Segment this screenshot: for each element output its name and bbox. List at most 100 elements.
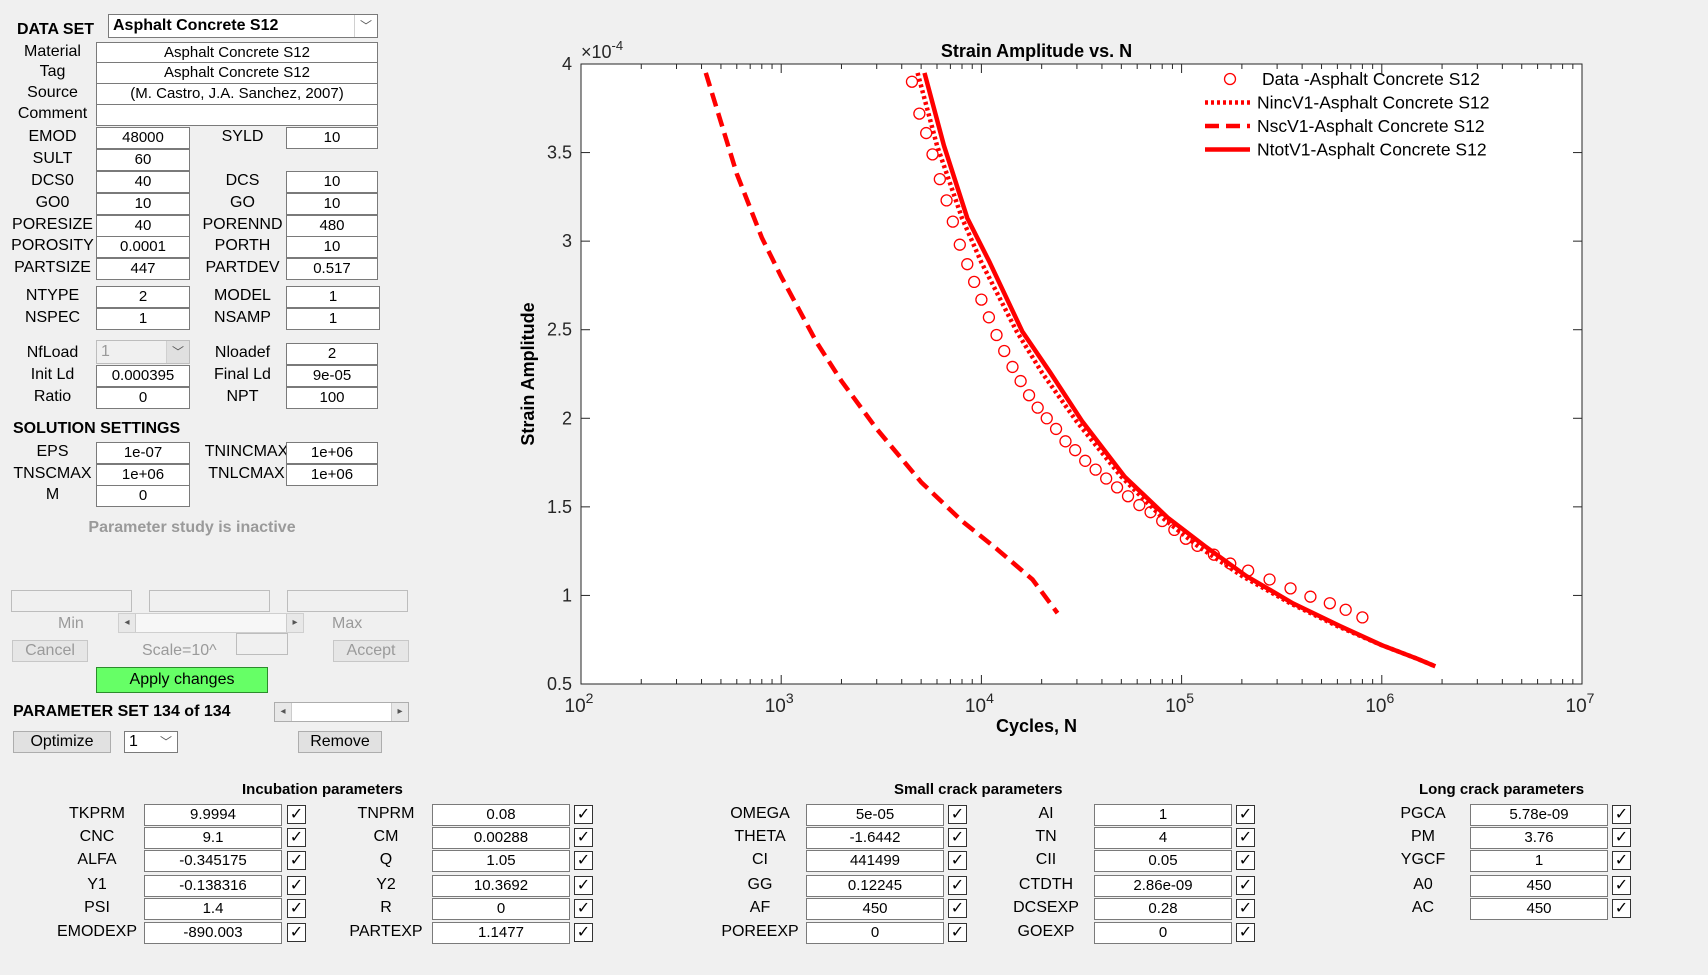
longcrack-param-field[interactable]: 5.78e-09 <box>1470 804 1608 826</box>
source-field[interactable]: (M. Castro, J.A. Sanchez, 2007) <box>96 83 378 105</box>
smallcrack-param-checkbox[interactable]: ✓ <box>948 851 967 870</box>
incubation-param-field[interactable]: 1.1477 <box>432 922 570 944</box>
smallcrack-param-label: CII <box>1035 851 1057 868</box>
incubation-param-field[interactable]: 0 <box>432 898 570 920</box>
dcs0-field[interactable]: 40 <box>96 171 190 193</box>
longcrack-param-field[interactable]: 1 <box>1470 850 1608 872</box>
longcrack-param-checkbox[interactable]: ✓ <box>1612 899 1631 918</box>
dataset-dropdown[interactable]: Asphalt Concrete S12 ﹀ <box>108 14 378 38</box>
smallcrack-param-checkbox[interactable]: ✓ <box>1236 899 1255 918</box>
incubation-param-checkbox[interactable]: ✓ <box>287 828 306 847</box>
partdev-field[interactable]: 0.517 <box>286 258 378 280</box>
optimize-dropdown[interactable]: 1 ﹀ <box>124 731 178 753</box>
incubation-param-checkbox[interactable]: ✓ <box>574 828 593 847</box>
remove-button[interactable]: Remove <box>298 731 382 753</box>
emod-field[interactable]: 48000 <box>96 127 190 149</box>
ntype-field[interactable]: 2 <box>96 286 190 308</box>
smallcrack-param-field[interactable]: 441499 <box>806 850 944 872</box>
smallcrack-param-checkbox[interactable]: ✓ <box>948 899 967 918</box>
incubation-param-checkbox[interactable]: ✓ <box>574 805 593 824</box>
smallcrack-param-checkbox[interactable]: ✓ <box>948 876 967 895</box>
incubation-param-field[interactable]: 0.00288 <box>432 827 570 849</box>
incubation-param-field[interactable]: 1.4 <box>144 898 282 920</box>
smallcrack-param-checkbox[interactable]: ✓ <box>948 828 967 847</box>
incubation-param-checkbox[interactable]: ✓ <box>287 923 306 942</box>
incubation-param-checkbox[interactable]: ✓ <box>574 851 593 870</box>
incubation-param-field[interactable]: 0.08 <box>432 804 570 826</box>
dcs-field[interactable]: 10 <box>286 171 378 193</box>
apply-changes-button[interactable]: Apply changes <box>96 667 268 693</box>
model-field[interactable]: 1 <box>286 286 380 308</box>
data-point <box>905 75 919 88</box>
tnscmax-field[interactable]: 1e+06 <box>96 464 190 486</box>
porennd-field[interactable]: 480 <box>286 215 378 237</box>
chevron-left-icon[interactable]: ◂ <box>275 703 292 721</box>
ratio-field[interactable]: 0 <box>96 387 190 409</box>
syld-field[interactable]: 10 <box>286 127 378 149</box>
smallcrack-param-field[interactable]: 1 <box>1094 804 1232 826</box>
smallcrack-param-field[interactable]: 5e-05 <box>806 804 944 826</box>
incubation-param-checkbox[interactable]: ✓ <box>574 899 593 918</box>
smallcrack-param-checkbox[interactable]: ✓ <box>1236 805 1255 824</box>
incubation-param-field[interactable]: -890.003 <box>144 922 282 944</box>
tnincmax-field[interactable]: 1e+06 <box>286 442 378 464</box>
longcrack-param-field[interactable]: 3.76 <box>1470 827 1608 849</box>
sult-field[interactable]: 60 <box>96 149 190 171</box>
longcrack-param-field[interactable]: 450 <box>1470 898 1608 920</box>
initld-field[interactable]: 0.000395 <box>96 365 190 387</box>
nloadef-field[interactable]: 2 <box>286 343 378 365</box>
go0-label: GO0 <box>35 194 70 211</box>
longcrack-param-checkbox[interactable]: ✓ <box>1612 851 1631 870</box>
material-field[interactable]: Asphalt Concrete S12 <box>96 42 378 64</box>
smallcrack-param-field[interactable]: 0.28 <box>1094 898 1232 920</box>
incubation-param-checkbox[interactable]: ✓ <box>574 923 593 942</box>
finalld-field[interactable]: 9e-05 <box>286 365 378 387</box>
smallcrack-param-checkbox[interactable]: ✓ <box>1236 876 1255 895</box>
smallcrack-param-field[interactable]: 0.12245 <box>806 875 944 897</box>
smallcrack-param-checkbox[interactable]: ✓ <box>1236 828 1255 847</box>
comment-field[interactable] <box>96 104 378 126</box>
longcrack-param-field[interactable]: 450 <box>1470 875 1608 897</box>
incubation-param-field[interactable]: 9.9994 <box>144 804 282 826</box>
porth-field[interactable]: 10 <box>286 236 378 258</box>
npt-field[interactable]: 100 <box>286 387 378 409</box>
incubation-param-field[interactable]: 9.1 <box>144 827 282 849</box>
longcrack-param-checkbox[interactable]: ✓ <box>1612 828 1631 847</box>
incubation-param-field[interactable]: 1.05 <box>432 850 570 872</box>
partsize-field[interactable]: 447 <box>96 258 190 280</box>
smallcrack-param-field[interactable]: 0 <box>1094 922 1232 944</box>
smallcrack-param-checkbox[interactable]: ✓ <box>1236 851 1255 870</box>
paramset-slider[interactable]: ◂ ▸ <box>274 702 409 722</box>
incubation-param-checkbox[interactable]: ✓ <box>287 899 306 918</box>
smallcrack-param-checkbox[interactable]: ✓ <box>1236 923 1255 942</box>
m-field[interactable]: 0 <box>96 485 190 507</box>
smallcrack-param-field[interactable]: 2.86e-09 <box>1094 875 1232 897</box>
incubation-param-checkbox[interactable]: ✓ <box>287 876 306 895</box>
tnlcmax-field[interactable]: 1e+06 <box>286 464 378 486</box>
smallcrack-param-checkbox[interactable]: ✓ <box>948 805 967 824</box>
tag-field[interactable]: Asphalt Concrete S12 <box>96 62 378 84</box>
incubation-param-field[interactable]: 10.3692 <box>432 875 570 897</box>
incubation-param-checkbox[interactable]: ✓ <box>574 876 593 895</box>
nsamp-field[interactable]: 1 <box>286 308 380 330</box>
chevron-right-icon[interactable]: ▸ <box>391 703 408 721</box>
smallcrack-param-field[interactable]: 450 <box>806 898 944 920</box>
incubation-param-checkbox[interactable]: ✓ <box>287 851 306 870</box>
nspec-field[interactable]: 1 <box>96 308 190 330</box>
smallcrack-param-field[interactable]: -1.6442 <box>806 827 944 849</box>
go-field[interactable]: 10 <box>286 193 378 215</box>
porosity-field[interactable]: 0.0001 <box>96 236 190 258</box>
optimize-button[interactable]: Optimize <box>13 731 111 753</box>
incubation-param-checkbox[interactable]: ✓ <box>287 805 306 824</box>
smallcrack-param-checkbox[interactable]: ✓ <box>948 923 967 942</box>
smallcrack-param-field[interactable]: 4 <box>1094 827 1232 849</box>
smallcrack-param-field[interactable]: 0 <box>806 922 944 944</box>
go0-field[interactable]: 10 <box>96 193 190 215</box>
incubation-param-field[interactable]: -0.345175 <box>144 850 282 872</box>
longcrack-param-checkbox[interactable]: ✓ <box>1612 805 1631 824</box>
poresize-field[interactable]: 40 <box>96 215 190 237</box>
incubation-param-field[interactable]: -0.138316 <box>144 875 282 897</box>
smallcrack-param-field[interactable]: 0.05 <box>1094 850 1232 872</box>
longcrack-param-checkbox[interactable]: ✓ <box>1612 876 1631 895</box>
eps-field[interactable]: 1e-07 <box>96 442 190 464</box>
